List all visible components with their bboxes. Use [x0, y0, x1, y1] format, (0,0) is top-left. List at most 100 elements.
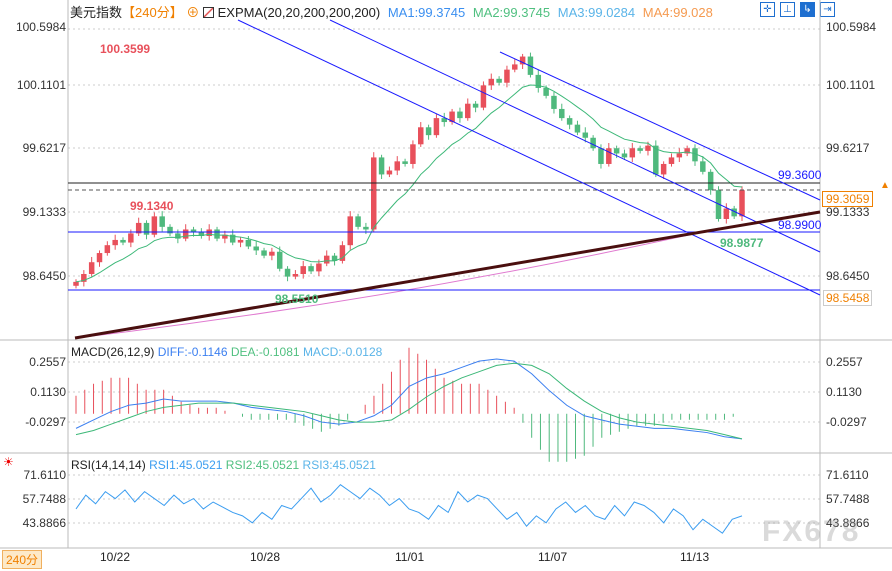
- exit-icon[interactable]: ⇥: [820, 2, 835, 17]
- instrument-title: 美元指数: [70, 5, 123, 20]
- price-tick: 100.5984: [826, 20, 877, 34]
- local-high-label: 99.1340: [130, 199, 174, 213]
- date-tick: 10/22: [100, 550, 131, 564]
- candle: [590, 137, 596, 149]
- candle: [512, 64, 518, 70]
- price-tick: 99.1333: [22, 205, 66, 219]
- macd-legend: MACD(26,12,9) DIFF:-0.1146 DEA:-0.1081 M…: [71, 345, 382, 359]
- date-tick: 11/01: [395, 550, 425, 564]
- candle: [535, 74, 542, 88]
- ema-line: [75, 84, 743, 283]
- period-label[interactable]: 【240分】: [122, 5, 183, 20]
- candle: [653, 145, 659, 175]
- watermark: FX678: [762, 515, 861, 548]
- ma2-value: MA2:99.3745: [472, 5, 551, 20]
- candle: [692, 148, 698, 162]
- macd-diff-line: [75, 358, 743, 440]
- crosshair-icon[interactable]: ✛: [760, 2, 775, 17]
- channel-lower: [237, 19, 821, 296]
- price-tick: 100.1101: [826, 78, 876, 92]
- candle: [120, 239, 126, 243]
- candle: [394, 161, 400, 171]
- candle: [449, 111, 455, 123]
- candle: [496, 78, 502, 83]
- rsi-tick: 57.7488: [22, 492, 66, 506]
- rsi-tick: 57.7488: [826, 492, 870, 506]
- rsi-tick: 71.6110: [23, 468, 67, 482]
- candle: [323, 255, 330, 264]
- rsi1-value: RSI1:45.0521: [149, 458, 223, 472]
- rsi-line: [75, 484, 743, 534]
- macd-tick: -0.0297: [826, 415, 867, 429]
- candle: [143, 222, 150, 235]
- candle: [370, 157, 377, 230]
- zoom-fit-icon[interactable]: ⊥: [780, 2, 795, 17]
- candle: [190, 229, 197, 233]
- macd-label[interactable]: MACD(26,12,9): [71, 345, 155, 359]
- macd-tick: 0.1130: [826, 385, 862, 399]
- rsi-legend: RSI(14,14,14) RSI1:45.0521 RSI2:45.0521 …: [71, 458, 376, 472]
- current-price-badge: 99.3059: [822, 191, 874, 207]
- candle: [284, 268, 291, 277]
- macd-tick: 0.1130: [30, 385, 66, 399]
- rsi-tick: 43.8866: [826, 516, 870, 530]
- price-tick: 100.1101: [16, 78, 66, 92]
- candle: [237, 239, 244, 243]
- macd-dea: DEA:-0.1081: [230, 345, 300, 359]
- candle: [331, 255, 338, 261]
- scroll-up-icon[interactable]: ▲: [880, 180, 890, 191]
- candle: [175, 233, 181, 239]
- candle: [182, 229, 189, 239]
- candle: [81, 274, 87, 282]
- candle: [700, 161, 706, 172]
- low-label: 98.5510: [275, 292, 319, 306]
- candle: [151, 216, 158, 235]
- candle: [308, 266, 314, 272]
- candle: [433, 118, 440, 136]
- macd-tick: -0.0297: [25, 415, 66, 429]
- candle: [621, 153, 628, 158]
- candle: [386, 170, 393, 175]
- trend-line: [74, 210, 821, 340]
- candle: [566, 118, 573, 125]
- candle: [222, 234, 228, 239]
- macd-value: MACD:-0.0128: [302, 345, 383, 359]
- macd-tick: 0.2557: [826, 355, 863, 369]
- macd-tick: 0.2557: [29, 355, 66, 369]
- ma4-value: MA4:99.028: [642, 5, 713, 20]
- ma3-value: MA3:99.0284: [557, 5, 636, 20]
- candle: [73, 281, 79, 286]
- candle: [660, 163, 667, 175]
- candle: [253, 246, 259, 251]
- price-tick: 98.6450: [826, 269, 870, 283]
- settings-icon[interactable]: ⊕: [186, 5, 200, 20]
- candle: [316, 263, 322, 272]
- candle: [378, 157, 385, 175]
- candle: [472, 103, 479, 108]
- candle: [715, 190, 722, 219]
- candle: [276, 251, 283, 269]
- indicator-settings-icon[interactable]: ☀: [3, 455, 14, 469]
- candle: [104, 245, 111, 254]
- rsi2-value: RSI2:45.0521: [225, 458, 300, 472]
- line-label-9936: 99.3600: [778, 168, 822, 182]
- candle: [731, 208, 737, 217]
- cursor-icon[interactable]: ↳: [800, 2, 815, 17]
- candle: [684, 148, 690, 154]
- rsi3-value: RSI3:45.0521: [302, 458, 376, 472]
- candle: [645, 145, 651, 151]
- period-selector[interactable]: 240分: [2, 550, 43, 569]
- candle: [504, 69, 510, 83]
- ma-long-line: [74, 227, 721, 339]
- indicator-name[interactable]: EXPMA(20,20,200,200,200): [217, 5, 381, 20]
- candle: [598, 148, 604, 164]
- candle: [739, 190, 745, 217]
- candle: [347, 216, 353, 246]
- candle: [135, 222, 142, 234]
- candle: [543, 87, 549, 96]
- rsi-label[interactable]: RSI(14,14,14): [71, 458, 146, 472]
- candle: [613, 148, 620, 154]
- high-label: 100.3599: [100, 42, 151, 56]
- candle: [668, 157, 675, 164]
